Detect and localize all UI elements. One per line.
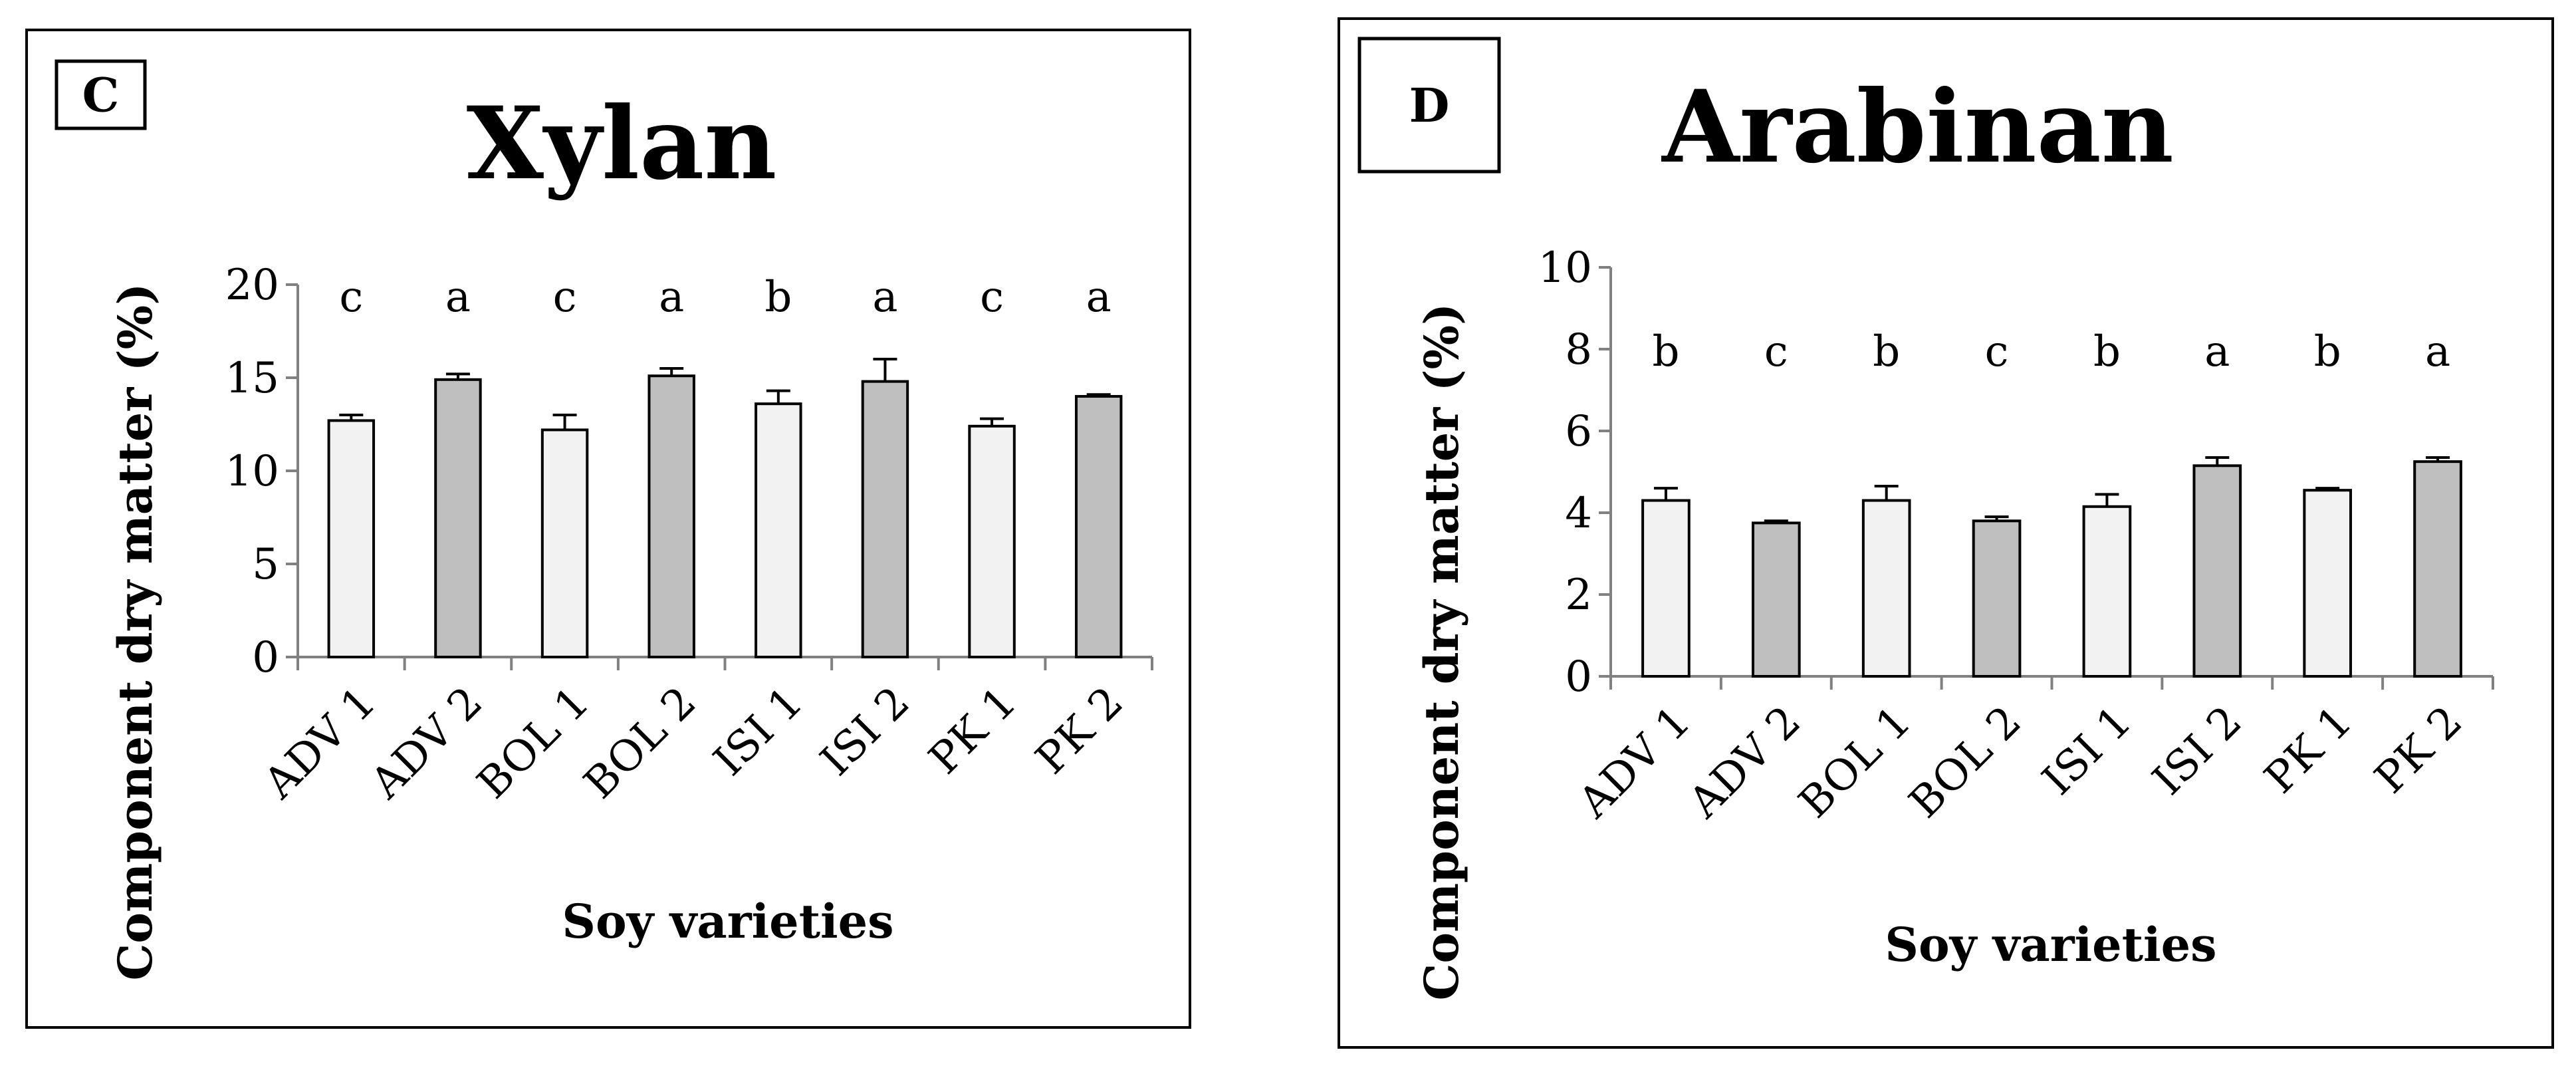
bar [2082,505,2132,678]
significance-letter: b [1873,327,1900,376]
significance-letter: b [2093,327,2121,376]
x-tick-label: ADV 1 [1569,697,1700,828]
significance-letter: c [1985,327,2009,376]
x-tick-label: ADV 2 [361,678,492,809]
x-tick-label: BOL 2 [575,678,706,809]
significance-letter: a [2425,327,2450,376]
panel-frame [25,29,1191,1029]
significance-letter: b [2314,327,2341,376]
chart-title: Xylan [467,85,777,202]
bar [1751,521,1801,678]
x-tick-label: ISI 1 [2033,697,2141,805]
panel-frame [1338,17,2554,1049]
x-tick-label: ADV 1 [255,678,386,809]
x-tick-label: BOL 1 [468,678,599,809]
x-axis-label: Soy varieties [562,894,893,949]
significance-letter: a [872,273,897,322]
significance-letter: c [1764,327,1788,376]
y-tick-label: 20 [225,261,279,310]
x-tick-label: BOL 2 [1900,697,2031,828]
y-axis-label: Component dry matter (%) [1414,303,1469,1001]
significance-letter: a [1086,273,1112,322]
x-tick-label: PK 1 [2256,697,2362,803]
x-tick-label: ISI 1 [705,678,812,785]
panel-label: C [82,68,120,123]
x-tick-label: PK 2 [2366,697,2472,803]
bar [755,402,802,658]
chart-panel-d: D Arabinan 0 2 4 6 8 10 b ADV 1 c ADV 2 b BOL 1 c BOL 2… [1338,17,2554,1049]
panel-label-box [1357,37,1501,174]
significance-letter: a [2204,327,2230,376]
y-tick-label: 8 [1565,325,1592,374]
significance-letter: a [445,273,471,322]
x-tick-label: PK 1 [920,678,1026,784]
bar [327,419,376,659]
bar [540,428,589,659]
x-tick-label: BOL 1 [1790,697,1921,828]
bar [2413,460,2462,678]
y-tick-label: 2 [1565,571,1592,620]
y-tick-label: 15 [225,354,279,403]
bar [1861,499,1911,678]
x-tick-label: PK 2 [1026,678,1133,784]
bar [1074,395,1123,658]
significance-letter: c [980,273,1004,322]
y-tick-label: 6 [1565,407,1592,456]
bar [1641,499,1691,678]
chart-title: Arabinan [1661,68,2174,186]
significance-letter: a [659,273,684,322]
bar [2303,489,2353,678]
bar [2192,464,2242,678]
y-tick-label: 0 [1565,652,1592,702]
y-tick-label: 5 [252,540,279,589]
significance-letter: c [339,273,363,322]
bar [861,380,909,658]
x-tick-label: ISI 2 [2143,697,2251,805]
significance-letter: b [764,273,792,322]
bar [434,378,482,658]
x-axis-label: Soy varieties [1885,917,2216,972]
x-tick-label: ISI 2 [811,678,919,785]
y-tick-label: 0 [252,633,279,682]
x-tick-label: ADV 2 [1679,697,1810,828]
panel-label: D [1409,78,1450,133]
y-axis-label: Component dry matter (%) [108,283,163,981]
y-tick-label: 10 [1538,243,1592,293]
panel-label-box [55,59,147,130]
y-tick-label: 10 [225,447,279,496]
significance-letter: c [553,273,577,322]
y-tick-label: 4 [1565,489,1592,538]
chart-panel-c: C Xylan 0 5 10 15 20 c ADV 1 a ADV 2 c BOL 1 a BOL 2 b I… [25,29,1191,1029]
bar [968,424,1016,658]
bar [647,374,695,658]
bar [1972,519,2022,678]
significance-letter: b [1652,327,1679,376]
